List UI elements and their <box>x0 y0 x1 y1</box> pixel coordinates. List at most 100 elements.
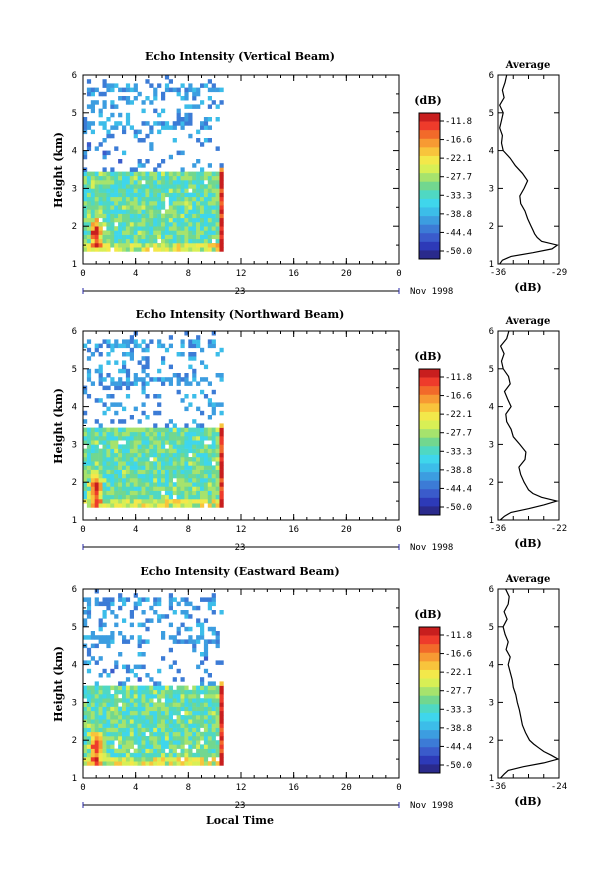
heatmap-cell <box>153 490 158 496</box>
heatmap-cell <box>118 226 123 231</box>
colorbar-segment <box>419 241 440 251</box>
heatmap-cell <box>114 180 119 185</box>
heatmap-cell <box>176 389 181 395</box>
heatmap-cell <box>102 744 107 749</box>
heatmap-cell <box>114 121 119 126</box>
heatmap-cell <box>86 503 92 508</box>
heatmap-cell <box>219 482 224 487</box>
heatmap-cell <box>188 614 193 619</box>
heatmap-cell <box>83 494 88 500</box>
heatmap-cell <box>215 465 220 470</box>
heatmap-cell <box>98 698 103 703</box>
heatmap-cell <box>211 196 216 202</box>
heatmap-cell <box>192 647 197 653</box>
heatmap-cell <box>90 656 95 661</box>
heatmap-cell <box>184 192 189 198</box>
heatmap-cell <box>114 125 119 130</box>
heatmap-cell <box>184 436 189 441</box>
heatmap-cell <box>125 205 131 210</box>
heatmap-cell <box>137 419 142 424</box>
heatmap-cell <box>157 213 162 219</box>
heatmap-cell <box>102 125 107 130</box>
heatmap-cell <box>157 478 162 483</box>
heatmap-cell <box>110 736 115 741</box>
heatmap-cell <box>149 486 154 491</box>
heatmap-cell <box>137 652 142 657</box>
heatmap-cell <box>184 444 189 449</box>
heatmap-cell <box>86 601 92 607</box>
heatmap-cell <box>141 402 146 407</box>
heatmap-cell <box>207 605 212 611</box>
heatmap-cell <box>114 499 119 504</box>
heatmap-cell <box>141 652 146 657</box>
heatmap-cell <box>110 192 115 198</box>
heatmap-cell <box>188 710 193 716</box>
heatmap-cell <box>110 238 115 244</box>
heatmap-cell <box>133 222 138 227</box>
heatmap-cell <box>110 698 115 703</box>
heatmap-cell <box>211 457 216 462</box>
heatmap-cell <box>98 452 103 458</box>
colorbar-segment <box>419 687 440 697</box>
heatmap-cell <box>207 748 212 754</box>
heatmap-cell <box>219 744 224 749</box>
heatmap-cell <box>176 710 181 716</box>
heatmap-cell <box>133 96 138 101</box>
heatmap-cell <box>114 490 119 496</box>
heatmap-cell <box>168 230 173 235</box>
heatmap-cell <box>207 499 212 504</box>
heatmap-cell <box>188 761 193 766</box>
heatmap-cell <box>172 440 177 445</box>
heatmap-cell <box>102 91 107 97</box>
heatmap-cell <box>184 196 189 202</box>
heatmap-cell <box>184 440 189 445</box>
heatmap-cell <box>133 736 138 741</box>
heatmap-cell <box>207 415 212 420</box>
heatmap-cell <box>184 503 189 508</box>
heatmap-cell <box>149 748 154 754</box>
heatmap-cell <box>110 347 115 353</box>
heatmap-cell <box>207 694 212 699</box>
heatmap-cell <box>176 444 181 449</box>
heatmap-cell <box>106 752 111 758</box>
heatmap-cell <box>83 622 88 628</box>
heatmap-cell <box>149 710 154 716</box>
heatmap-cell <box>90 100 95 105</box>
heatmap-cell <box>149 125 154 130</box>
heatmap-cell <box>90 108 95 114</box>
heatmap-cell <box>172 238 177 244</box>
heatmap-cell <box>141 217 146 223</box>
heatmap-cell <box>153 689 158 695</box>
heatmap-cell <box>153 610 158 615</box>
heatmap-cell <box>153 234 158 240</box>
heatmap-cell <box>122 431 127 437</box>
heatmap-cell <box>200 635 205 640</box>
heatmap-cell <box>141 192 146 198</box>
heatmap-cell <box>137 490 142 496</box>
heatmap-cell <box>207 727 212 733</box>
heatmap-cell <box>86 614 92 619</box>
heatmap-cell <box>122 473 127 479</box>
heatmap-cell <box>86 247 92 252</box>
heatmap-cell <box>122 499 127 504</box>
heatmap-cell <box>98 761 103 766</box>
heatmap-cell <box>110 761 115 766</box>
average-x-tick-right: -29 <box>551 268 567 278</box>
heatmap-cell <box>90 490 95 496</box>
heatmap-cell <box>157 222 162 227</box>
heatmap-cell <box>102 601 107 607</box>
colorbar-segment <box>419 480 440 490</box>
heatmap-cell <box>172 222 177 227</box>
heatmap-cell <box>94 478 99 483</box>
heatmap-cell <box>133 213 138 219</box>
heatmap-cell <box>145 618 150 623</box>
colorbar-segment <box>419 695 440 705</box>
heatmap-cell <box>118 180 123 185</box>
heatmap-cell <box>98 748 103 754</box>
heatmap-cell <box>157 482 162 487</box>
heatmap-cell <box>141 698 146 703</box>
heatmap-cell <box>211 744 216 749</box>
heatmap-cell <box>192 247 197 252</box>
heatmap-cell <box>86 473 92 479</box>
